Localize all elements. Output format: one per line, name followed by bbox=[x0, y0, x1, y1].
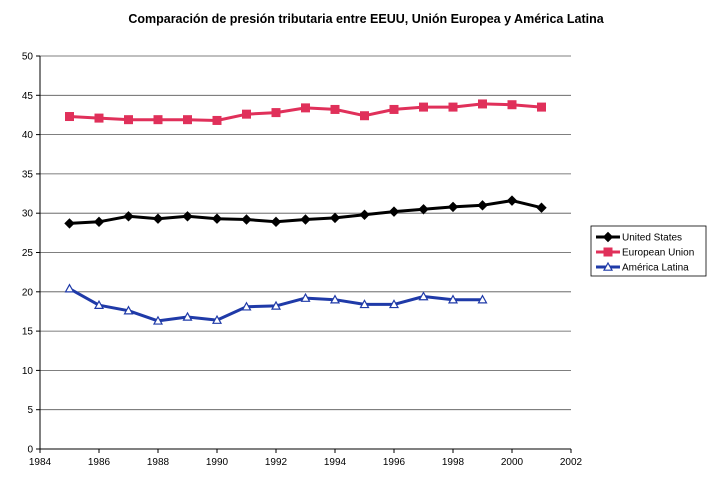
x-tick-label: 2000 bbox=[501, 457, 524, 468]
data-point bbox=[537, 102, 546, 112]
data-point bbox=[478, 99, 487, 109]
data-point bbox=[64, 283, 75, 293]
data-point bbox=[93, 299, 105, 309]
data-point bbox=[419, 102, 428, 112]
data-point bbox=[418, 204, 429, 215]
data-point bbox=[301, 103, 310, 113]
data-point bbox=[507, 100, 517, 110]
data-point bbox=[241, 301, 252, 311]
x-tick-label: 1986 bbox=[88, 457, 111, 468]
data-point bbox=[329, 294, 341, 304]
y-tick-labels: 0 5 10 15 20 25 30 35 40 45 50 bbox=[22, 52, 40, 456]
data-point bbox=[270, 216, 282, 228]
legend-item: América Latina bbox=[596, 261, 689, 274]
legend-label: United States bbox=[622, 233, 682, 244]
legend-label: América Latina bbox=[622, 263, 689, 274]
y-tick-label: 20 bbox=[22, 287, 34, 298]
legend-item: United States bbox=[596, 231, 682, 244]
legend-item: European Union bbox=[596, 247, 694, 259]
x-tick-label: 2002 bbox=[560, 457, 583, 468]
data-point bbox=[271, 108, 281, 118]
data-point bbox=[388, 299, 400, 309]
y-tick-label: 30 bbox=[22, 209, 34, 220]
legend-marker bbox=[602, 261, 614, 271]
x-tick-label: 1990 bbox=[206, 457, 229, 468]
data-point bbox=[152, 213, 164, 224]
data-point bbox=[359, 209, 370, 220]
y-tick-label: 40 bbox=[22, 130, 34, 141]
x-tick-label: 1984 bbox=[29, 457, 52, 468]
legend: United States European Union América Latin… bbox=[590, 225, 707, 277]
y-tick-label: 5 bbox=[27, 405, 33, 416]
data-point bbox=[182, 311, 193, 321]
series bbox=[64, 99, 547, 325]
data-point bbox=[93, 216, 105, 228]
data-point bbox=[94, 113, 104, 123]
data-point bbox=[270, 300, 282, 310]
chart-title: Comparación de presión tributaria entre … bbox=[128, 12, 604, 26]
data-point bbox=[241, 214, 252, 225]
series-américa-latina bbox=[64, 283, 488, 325]
data-point bbox=[477, 200, 488, 211]
data-point bbox=[64, 218, 75, 229]
x-tick-label: 1996 bbox=[383, 457, 406, 468]
y-tick-label: 45 bbox=[22, 91, 34, 102]
data-point bbox=[389, 104, 399, 114]
data-point bbox=[211, 314, 223, 324]
data-point bbox=[124, 115, 133, 125]
data-point bbox=[329, 212, 341, 224]
data-point bbox=[123, 305, 134, 315]
y-tick-label: 50 bbox=[22, 52, 34, 63]
data-point bbox=[536, 202, 547, 213]
x-tick-label: 1994 bbox=[324, 457, 347, 468]
data-point bbox=[182, 211, 193, 222]
y-tick-label: 0 bbox=[27, 445, 33, 456]
data-point bbox=[65, 112, 74, 122]
x-tick-label: 1992 bbox=[265, 457, 288, 468]
data-point bbox=[123, 211, 134, 222]
data-point bbox=[242, 109, 251, 119]
x-tick-labels: 1984 1986 1988 1990 1992 1994 1996 1998 2000 2002 bbox=[29, 449, 583, 468]
y-tick-label: 10 bbox=[22, 366, 34, 377]
y-tick-label: 35 bbox=[22, 169, 34, 180]
data-point bbox=[183, 115, 192, 125]
x-tick-label: 1988 bbox=[147, 457, 170, 468]
data-point bbox=[418, 291, 429, 301]
data-point bbox=[448, 102, 458, 112]
data-point bbox=[330, 104, 340, 114]
legend-label: European Union bbox=[622, 248, 694, 259]
data-point bbox=[360, 111, 369, 121]
data-point bbox=[212, 115, 222, 125]
x-tick-label: 1998 bbox=[442, 457, 465, 468]
legend-marker bbox=[603, 247, 613, 257]
data-point bbox=[447, 294, 459, 304]
data-point bbox=[447, 201, 459, 213]
data-point bbox=[152, 315, 164, 325]
data-point bbox=[506, 195, 518, 206]
series-european-union bbox=[65, 99, 546, 125]
data-point bbox=[211, 213, 223, 224]
data-point bbox=[388, 206, 400, 217]
data-point bbox=[153, 115, 163, 125]
data-point bbox=[300, 214, 311, 225]
series-united-states bbox=[64, 195, 547, 229]
data-point bbox=[477, 294, 488, 304]
y-tick-label: 15 bbox=[22, 327, 34, 338]
legend-marker bbox=[602, 231, 614, 243]
data-point bbox=[359, 299, 370, 309]
data-point bbox=[300, 292, 311, 302]
y-tick-label: 25 bbox=[22, 248, 34, 259]
